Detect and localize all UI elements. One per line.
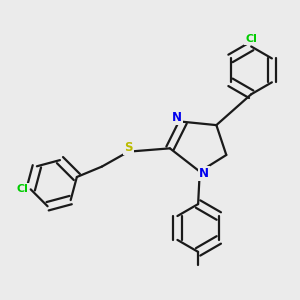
Text: Cl: Cl [16,184,28,194]
Text: Cl: Cl [245,34,257,44]
Text: S: S [124,141,133,154]
Text: N: N [172,111,182,124]
Text: N: N [199,167,209,180]
